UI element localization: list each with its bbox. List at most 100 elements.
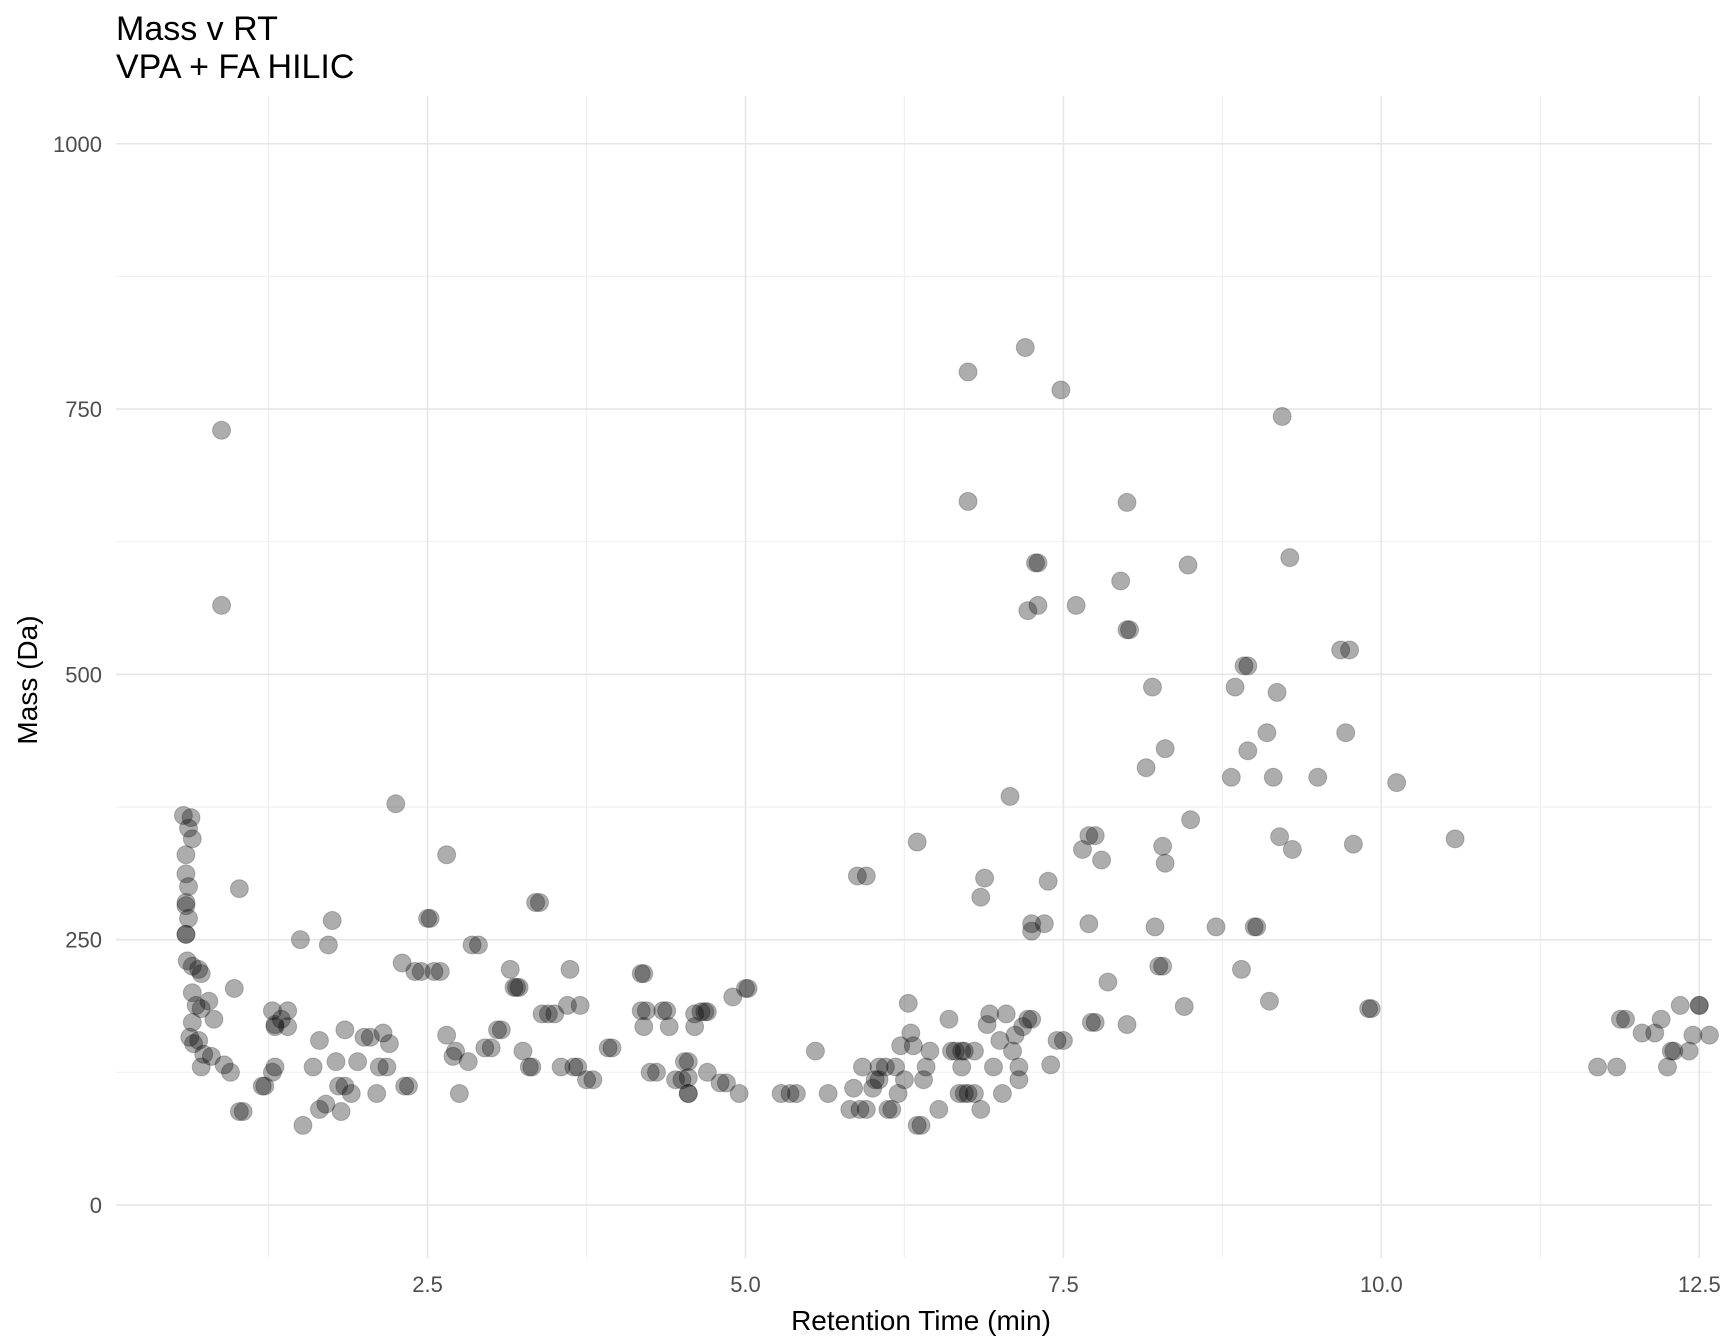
data-point (316, 1094, 336, 1114)
data-point (1359, 999, 1379, 1019)
data-point (229, 879, 249, 899)
data-point (735, 978, 755, 998)
data-point (509, 977, 529, 997)
data-point (424, 961, 444, 981)
data-point (939, 1009, 959, 1029)
y-tick-label: 0 (90, 1193, 102, 1218)
data-point (1331, 640, 1351, 660)
data-point (1657, 1057, 1677, 1077)
data-point (1178, 555, 1198, 575)
data-point (462, 935, 482, 955)
data-point (1225, 677, 1245, 697)
data-point (980, 1004, 1000, 1024)
data-point (220, 1062, 240, 1082)
data-point (178, 877, 198, 897)
data-point (1247, 917, 1267, 937)
data-point (341, 1084, 361, 1104)
data-point (1340, 640, 1360, 660)
data-point (996, 1004, 1016, 1024)
data-point (577, 1070, 597, 1090)
data-point (278, 1001, 298, 1021)
data-point (176, 924, 196, 944)
data-point (840, 1099, 860, 1119)
data-point (992, 1084, 1012, 1104)
data-point (265, 1015, 285, 1035)
data-point (786, 1084, 806, 1104)
data-point (418, 908, 438, 928)
data-point (929, 1099, 949, 1119)
data-point (844, 1078, 864, 1098)
data-point (199, 991, 219, 1011)
data-point (852, 1057, 872, 1077)
data-point (697, 1002, 717, 1022)
data-point (1174, 996, 1194, 1016)
data-point (1257, 723, 1277, 743)
data-point (191, 964, 211, 984)
data-point (1679, 1041, 1699, 1061)
data-point (201, 1046, 221, 1066)
data-point (335, 1020, 355, 1040)
data-point (598, 1038, 618, 1058)
data-point (449, 1084, 469, 1104)
data-point (303, 1057, 323, 1077)
data-point (1142, 677, 1162, 697)
data-point (691, 1002, 711, 1022)
data-point (1028, 553, 1048, 573)
data-point (983, 1057, 1003, 1077)
data-point (952, 1041, 972, 1061)
data-point (1616, 1009, 1636, 1029)
data-point (1699, 1025, 1719, 1045)
data-point (173, 805, 193, 825)
data-point (322, 911, 342, 931)
data-point (865, 1070, 885, 1090)
data-point (1664, 1041, 1684, 1061)
data-point (309, 1030, 329, 1050)
data-point (367, 1084, 387, 1104)
data-point (678, 1068, 698, 1088)
data-point (1181, 810, 1201, 830)
data-point (1013, 1017, 1033, 1037)
data-point (1689, 995, 1709, 1015)
data-point (522, 1057, 542, 1077)
data-point (255, 1076, 275, 1096)
data-point (916, 1057, 936, 1077)
data-point (1003, 1041, 1023, 1061)
data-point (990, 1030, 1010, 1050)
data-point (631, 964, 651, 984)
data-point (538, 1004, 558, 1024)
data-point (1238, 656, 1258, 676)
data-point (898, 993, 918, 1013)
data-point (954, 1041, 974, 1061)
data-point (1272, 406, 1292, 426)
y-tick-label: 250 (65, 928, 102, 953)
data-point (182, 983, 202, 1003)
chart-subtitle: VPA + FA HILIC (116, 48, 354, 86)
data-point (1009, 1070, 1029, 1090)
data-point (178, 908, 198, 928)
x-axis-ticks: 2.5 5.0 7.5 10.0 12.5 (412, 1272, 1720, 1297)
data-point (1683, 1025, 1703, 1045)
data-point (176, 864, 196, 884)
x-axis-title: Retention Time (min) (791, 1305, 1051, 1336)
data-point (191, 1057, 211, 1077)
data-point (184, 1034, 204, 1054)
data-point (1153, 956, 1173, 976)
data-point (326, 1052, 346, 1072)
data-point (182, 829, 202, 849)
data-point (214, 1055, 234, 1075)
data-point (252, 1076, 272, 1096)
data-point (377, 1057, 397, 1077)
data-point (907, 832, 927, 852)
data-point (309, 1099, 329, 1119)
data-point (475, 1038, 495, 1058)
data-point (177, 951, 197, 971)
data-point (631, 1001, 651, 1021)
data-point (271, 1009, 291, 1029)
data-point (1387, 773, 1407, 793)
data-point (405, 961, 425, 981)
data-point (178, 818, 198, 838)
data-point (1361, 999, 1381, 1019)
data-point (1259, 991, 1279, 1011)
x-tick-label: 7.5 (1048, 1272, 1079, 1297)
data-point (1280, 548, 1300, 568)
